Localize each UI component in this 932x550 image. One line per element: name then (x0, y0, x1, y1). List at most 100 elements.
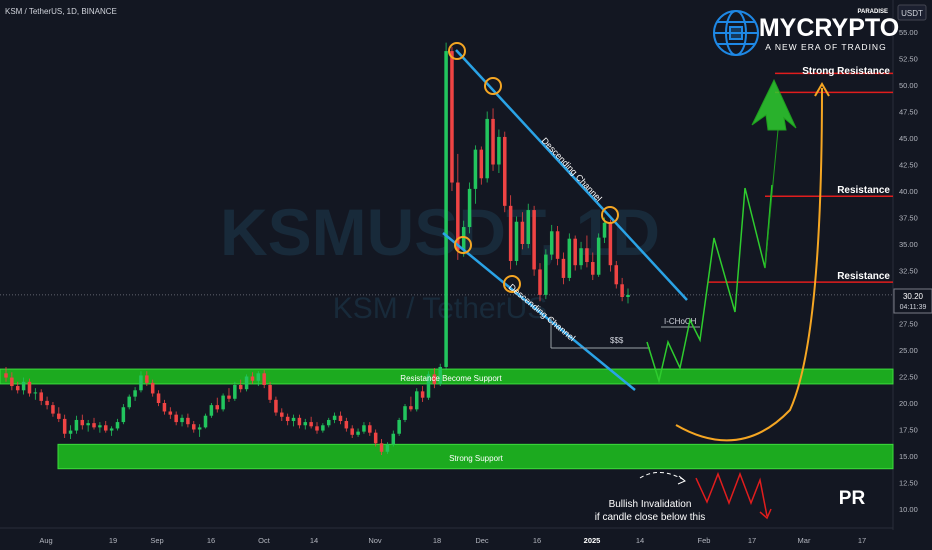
candle (15, 381, 20, 394)
candle (109, 426, 114, 436)
zones-layer (0, 368, 894, 470)
candle (579, 241, 583, 270)
candle (456, 153, 460, 260)
candle-body (326, 419, 331, 426)
touch-point-3 (601, 206, 619, 224)
candle-body (127, 396, 131, 408)
candle (479, 146, 484, 185)
candle (33, 388, 38, 400)
candle (432, 368, 437, 389)
orange-target-curve (675, 87, 823, 442)
candle-body (39, 392, 43, 401)
invalidation-text-2: if candle close below this (595, 512, 706, 523)
y-tick-label: 40.00 (899, 187, 918, 196)
candle (145, 371, 149, 387)
candle (168, 407, 173, 419)
candle (92, 417, 96, 430)
candle-body (303, 422, 308, 426)
candle (98, 422, 102, 433)
currency-label: USDT (901, 9, 923, 18)
candle-body (238, 384, 243, 390)
zone-1[interactable] (57, 443, 894, 470)
candle-body (409, 406, 413, 410)
candle (344, 417, 349, 432)
candle-body (467, 188, 472, 228)
candle (473, 145, 478, 204)
candle (221, 393, 225, 412)
candle (549, 224, 554, 260)
candle-body (280, 412, 284, 417)
candle (379, 439, 384, 455)
y-tick-label: 15.00 (899, 452, 918, 461)
symbol-title[interactable]: KSM / TetherUS, 1D, BINANCE (5, 7, 117, 16)
candle (209, 403, 214, 418)
x-tick-label: 14 (310, 536, 318, 545)
candle (608, 219, 613, 272)
channel-touch-points (448, 42, 619, 293)
candle-body (573, 238, 577, 266)
candle (285, 413, 290, 426)
candle-body (626, 294, 630, 297)
logo-paradise: PARADISE (857, 9, 888, 15)
x-tick-label: 16 (207, 536, 215, 545)
candle (362, 422, 366, 434)
candle (45, 396, 49, 410)
upper-channel-line[interactable] (455, 49, 688, 301)
candle (162, 399, 167, 415)
time-axis[interactable] (0, 530, 893, 550)
watermark-ticker: KSMUSDT, 1D (220, 195, 660, 269)
candle (215, 397, 220, 413)
y-tick-label: 55.00 (899, 28, 918, 37)
candle (62, 414, 67, 438)
candle (373, 429, 378, 447)
candle (596, 233, 601, 277)
candle-body (356, 431, 360, 435)
invalidation-pointer-head (677, 475, 686, 485)
candle-body (180, 417, 184, 423)
candle-body (450, 51, 454, 183)
candle-body (133, 390, 137, 397)
candle-body (461, 227, 466, 251)
candle-body (403, 406, 407, 420)
candle (115, 418, 120, 431)
author-signature: PR (839, 488, 866, 509)
candle-body (315, 426, 319, 431)
candle-body (62, 418, 67, 434)
candle-body (397, 419, 401, 434)
candle (238, 379, 243, 393)
candle-body (420, 391, 425, 398)
zone-0[interactable] (0, 368, 894, 385)
candle-body (561, 258, 566, 278)
touch-point-5 (503, 275, 521, 293)
candle (121, 404, 126, 425)
candle (485, 111, 489, 183)
candle-body (186, 417, 190, 425)
candle (180, 414, 184, 427)
candle-body (209, 405, 214, 416)
bearish-invalidation-path (695, 471, 768, 517)
candle (573, 235, 577, 271)
candle (244, 374, 249, 392)
candle-body (379, 443, 384, 452)
candle (262, 370, 266, 389)
candle-body (585, 248, 589, 263)
candle-body (233, 384, 237, 399)
candle (444, 42, 448, 371)
candle (174, 411, 178, 426)
currency-box[interactable] (897, 4, 927, 21)
candle (409, 396, 413, 412)
lower-channel-line[interactable] (442, 232, 636, 391)
candle-body (156, 393, 161, 403)
y-tick-label: 45.00 (899, 134, 918, 143)
candle-body (115, 422, 120, 429)
candle-body (321, 425, 325, 431)
mycrypto-logo: MYCRYPTO PARADISE A NEW ERA OF TRADING (713, 9, 899, 56)
candle (620, 277, 624, 302)
resistance-lower-label: Resistance (837, 271, 890, 282)
candle (27, 378, 32, 397)
price-axis[interactable] (893, 0, 932, 550)
candle (508, 195, 513, 270)
candle-body (86, 423, 90, 426)
candle-body (174, 414, 178, 423)
